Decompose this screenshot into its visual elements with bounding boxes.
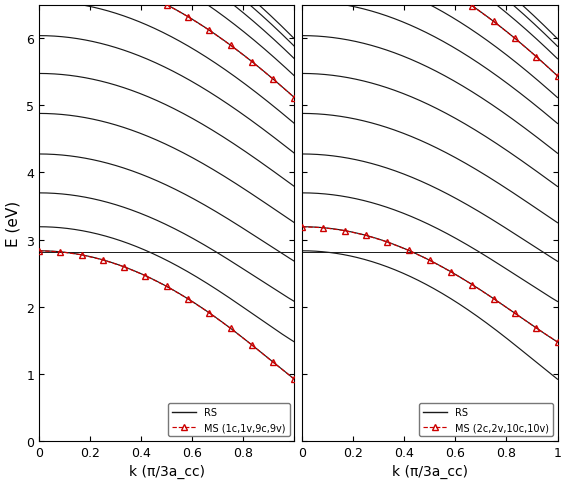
Y-axis label: E (eV): E (eV) bbox=[6, 200, 20, 246]
Legend: RS, MS (1c,1v,9c,9v): RS, MS (1c,1v,9c,9v) bbox=[168, 404, 290, 436]
X-axis label: k (π/3a_cc): k (π/3a_cc) bbox=[392, 464, 468, 479]
Legend: RS, MS (2c,2v,10c,10v): RS, MS (2c,2v,10c,10v) bbox=[419, 404, 553, 436]
X-axis label: k (π/3a_cc): k (π/3a_cc) bbox=[129, 464, 205, 479]
